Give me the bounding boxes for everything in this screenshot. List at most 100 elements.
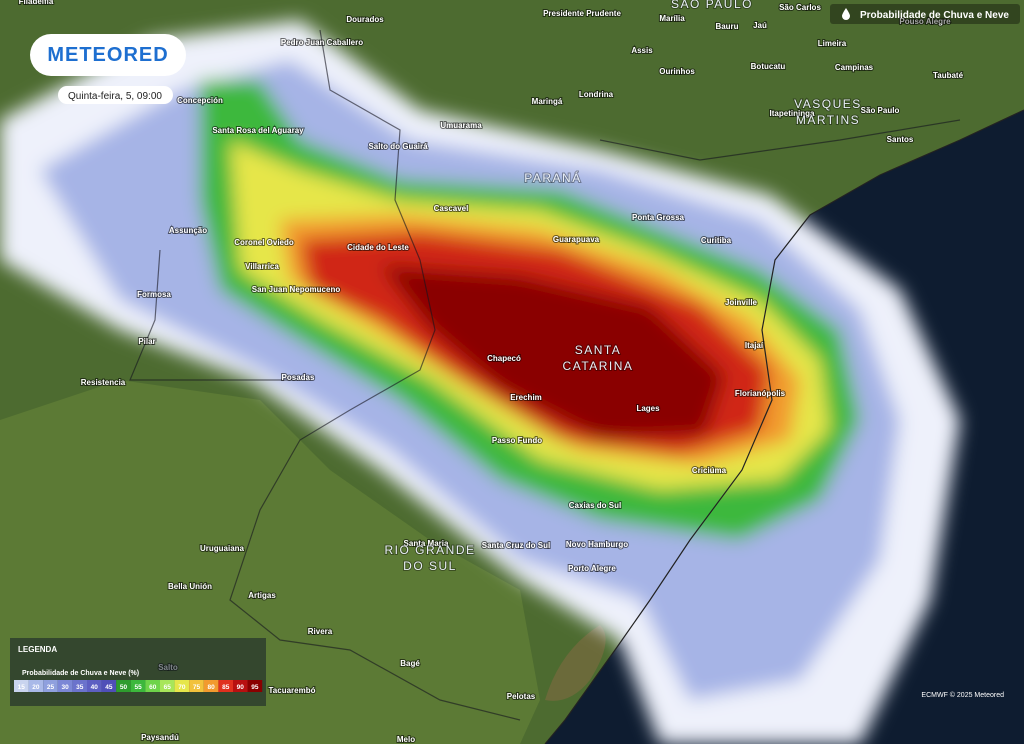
city-label: Posadas	[282, 373, 315, 382]
city-label: Rivera	[308, 627, 333, 636]
city-label: Umuarama	[440, 121, 482, 130]
city-label: Paysandú	[141, 733, 179, 742]
legend-value: 70	[178, 684, 186, 691]
region-label: SÃO PAULO	[671, 0, 753, 11]
city-label: Artigas	[248, 591, 276, 600]
city-label: Salto do Guairá	[368, 142, 428, 151]
city-label: Campinas	[835, 63, 874, 72]
legend-value: 20	[32, 684, 40, 691]
city-label: Pilar	[138, 337, 155, 346]
region-label: RIO GRANDE	[384, 543, 475, 557]
drop-icon	[842, 8, 850, 20]
legend-swatch	[130, 680, 146, 692]
legend-swatch	[218, 680, 233, 692]
region-label: DO SUL	[403, 559, 457, 573]
legend-value: 75	[193, 684, 201, 691]
legend-value: 40	[91, 684, 99, 691]
legend-value: 55	[134, 684, 142, 691]
city-label: Uruguaiana	[200, 544, 245, 553]
legend-value: 85	[222, 684, 230, 691]
city-label: Coronel Oviedo	[234, 238, 294, 247]
city-label: Santa Rosa del Aguaray	[212, 126, 304, 135]
city-label: Botucatu	[751, 62, 786, 71]
city-label: Filadelfia	[19, 0, 54, 6]
precip-95	[380, 265, 725, 440]
city-label: Santos	[887, 135, 914, 144]
city-label: São Carlos	[779, 3, 821, 12]
region-label: VASQUES	[794, 97, 862, 111]
legend-value: 15	[18, 684, 26, 691]
city-label: Maringá	[532, 97, 563, 106]
city-label: Dourados	[346, 15, 384, 24]
region-label: PARANÁ	[524, 170, 581, 185]
legend-swatch	[57, 680, 73, 692]
city-label: Itajaí	[745, 341, 764, 350]
city-label: Jaú	[753, 21, 767, 30]
city-label: Pouso Alegre	[899, 17, 951, 26]
legend-swatch	[233, 680, 248, 692]
city-label: Bauru	[715, 22, 738, 31]
city-label: Passo Fundo	[492, 436, 542, 445]
city-label: Guarapuava	[553, 235, 600, 244]
city-label: Erechim	[510, 393, 542, 402]
legend-scale: 15 20 25 30 35 40 45 50 55 60 65 70 75 80 85 90 95	[14, 680, 263, 692]
datetime-box	[58, 86, 173, 104]
coastline	[544, 109, 1024, 744]
city-label: Novo Hamburgo	[566, 540, 628, 549]
datetime: Quinta-feira, 5, 09:00	[68, 91, 162, 102]
legend-swatch	[189, 680, 204, 692]
city-label: Pedro Juan Caballero	[281, 38, 363, 47]
legend-swatch	[160, 680, 175, 692]
city-label: San Juan Nepomuceno	[252, 285, 341, 294]
city-label: Cascavel	[434, 204, 469, 213]
legend-swatch	[87, 680, 102, 692]
legend-swatch	[174, 680, 190, 692]
legend-value: 25	[47, 684, 55, 691]
legend-title: LEGENDA	[18, 645, 57, 654]
city-label: Londrina	[579, 90, 614, 99]
city-label: Resistencia	[81, 378, 126, 387]
city-label: Bagé	[400, 659, 420, 668]
city-label: Cidade do Leste	[347, 243, 409, 252]
legend-value: 65	[164, 684, 172, 691]
city-label: Florianópolis	[735, 389, 786, 398]
logo: METEORED	[47, 44, 168, 66]
legend-swatch	[14, 680, 29, 692]
region-label: CATARINA	[563, 359, 634, 373]
logo-box	[30, 34, 186, 76]
legend-value: 45	[105, 684, 113, 691]
labels: Filadelfia Dourados Presidente Prudente Mar…	[18, 0, 965, 744]
legend-swatch	[145, 680, 160, 692]
city-label: Pelotas	[507, 692, 536, 701]
layer-title: Probabilidade de Chuva e Neve	[860, 10, 1009, 21]
city-label: Presidente Prudente	[543, 9, 621, 18]
legend-value: 50	[120, 684, 128, 691]
legend-value: 30	[61, 684, 69, 691]
city-label: Assunção	[169, 226, 207, 235]
legend-subtitle: Probabilidade de Chuva e Neve (%)	[22, 670, 139, 677]
city-label: Tacuarembó	[269, 686, 316, 695]
credit: ECMWF © 2025 Meteored	[921, 691, 1004, 699]
city-label: Melo	[397, 735, 415, 744]
region-label: SANTA	[575, 343, 622, 357]
city-label: São Paulo	[861, 106, 900, 115]
region-label: MARTINS	[796, 113, 860, 127]
legend-value: 95	[251, 684, 259, 691]
layer-box	[830, 4, 1020, 24]
city-label: Caxias do Sul	[569, 501, 621, 510]
legend-swatch	[101, 680, 117, 692]
city-label: Assis	[631, 46, 653, 55]
city-label: Taubaté	[933, 71, 964, 80]
city-label: Criciúma	[692, 466, 727, 475]
legend-swatch	[116, 680, 131, 692]
city-label: Curitiba	[701, 236, 732, 245]
city-label: Concepción	[177, 96, 223, 105]
city-label: Itapetininga	[770, 109, 815, 118]
legend-value: 90	[237, 684, 245, 691]
legend-value: 80	[207, 684, 215, 691]
legend-swatch	[43, 680, 58, 692]
legend-swatch	[247, 680, 263, 692]
city-label: Porto Alegre	[568, 564, 616, 573]
